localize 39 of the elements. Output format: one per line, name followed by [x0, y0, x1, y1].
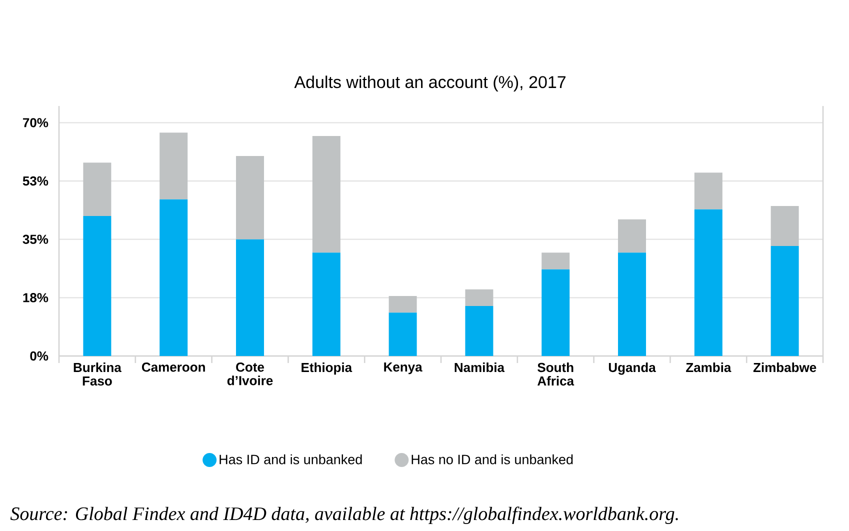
x-tick-label: Zimbabwe — [753, 362, 816, 372]
bar — [542, 269, 570, 356]
x-tick-label: South Africa — [538, 362, 574, 386]
bar — [388, 296, 417, 313]
y-tick-label: 70% — [23, 118, 48, 128]
x-tick-label: Cameroon — [142, 362, 205, 372]
x-tick-label: Cote d’Ivoire — [227, 362, 273, 386]
legend-label: Has ID and is unbanked — [220, 454, 362, 464]
x-tick-label: Burkina Faso — [74, 362, 122, 386]
bar — [542, 252, 570, 270]
y-tick-label: 35% — [22, 234, 48, 244]
x-tick-label: Zambia — [686, 362, 732, 372]
x-tick-label: Ethiopia — [302, 362, 352, 375]
chart-title: Adults without an account (%), 2017 — [294, 76, 566, 92]
bar — [694, 172, 722, 210]
bar — [618, 219, 646, 253]
bar — [465, 289, 494, 306]
bar — [388, 312, 417, 356]
y-tick-label: 0% — [30, 351, 48, 361]
y-tick-label: 18% — [23, 293, 48, 302]
bar — [236, 156, 264, 240]
x-tick-label: Namibia — [454, 362, 505, 372]
x-tick-label: Uganda — [608, 362, 656, 375]
bar — [83, 216, 112, 356]
bar — [618, 252, 646, 356]
source-note: Source: Global Findex and ID4D data, available at https://globalfindex.worldbank.org. — [10, 506, 678, 524]
y-tick-label: 53% — [22, 176, 48, 186]
bar — [160, 199, 188, 356]
bar — [160, 132, 188, 200]
bar — [465, 306, 494, 356]
x-tick-label: Kenya — [384, 362, 422, 374]
bar — [312, 252, 340, 356]
bar — [236, 239, 264, 356]
bar — [83, 162, 112, 216]
bar — [312, 136, 340, 253]
bar — [770, 206, 799, 246]
bar — [770, 246, 799, 356]
legend-label: Has no ID and is unbanked — [412, 454, 573, 464]
bar — [694, 209, 722, 356]
